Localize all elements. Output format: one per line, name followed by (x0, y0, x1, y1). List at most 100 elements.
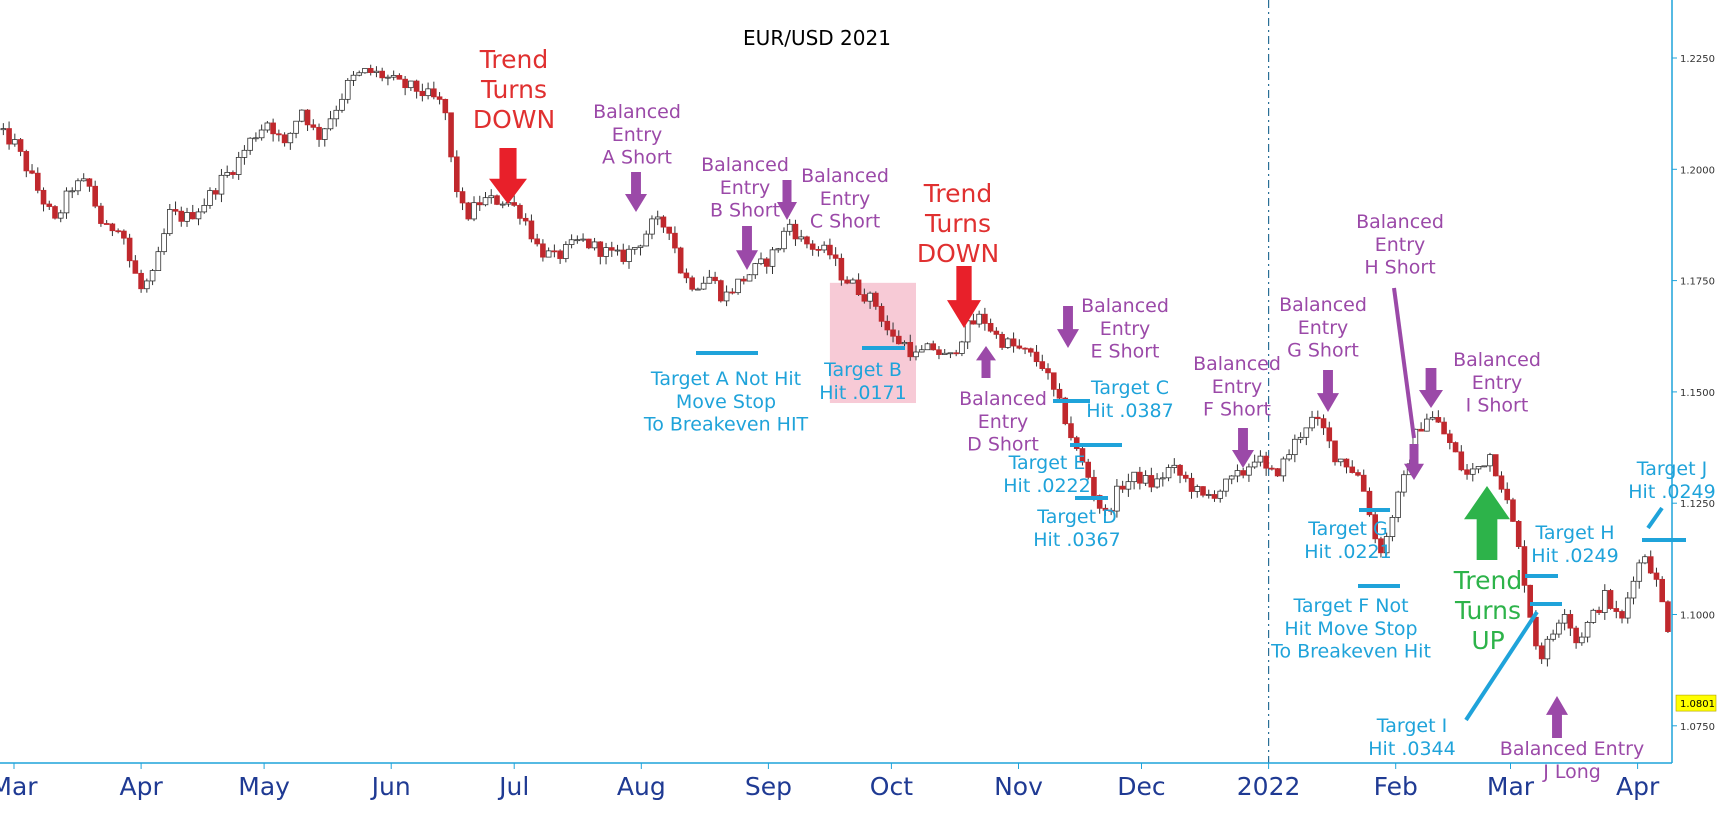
candle (482, 192, 489, 207)
candle-body-down (17, 139, 24, 152)
candle-body-down (1010, 338, 1017, 347)
candle (1108, 507, 1114, 516)
candle-body-up (1257, 455, 1264, 463)
candle (1418, 422, 1424, 432)
x-month-label: Feb (1374, 772, 1418, 801)
candle (1366, 487, 1373, 517)
candle-body-up (235, 157, 242, 175)
candle-body-up (144, 280, 150, 290)
candle (1228, 475, 1235, 485)
candle-body-down (1108, 509, 1114, 512)
candle (1028, 347, 1034, 357)
candle-body-up (63, 190, 70, 214)
candle-body-down (953, 352, 959, 355)
candle (413, 79, 420, 99)
candle (92, 180, 98, 209)
candle-body-up (1550, 633, 1556, 640)
candle (52, 205, 58, 220)
candle-body-up (75, 180, 81, 192)
candle-body-down (109, 223, 116, 232)
candle-body-down (1188, 477, 1195, 492)
candle (649, 215, 655, 240)
candle-body-down (878, 305, 885, 322)
candle-body-down (809, 243, 816, 250)
candle (953, 349, 959, 357)
candle (230, 170, 236, 179)
entry-c-arrow (777, 180, 797, 220)
candle (144, 278, 150, 293)
candle-body-up (201, 205, 208, 213)
candle-body-down (46, 203, 53, 207)
candle (936, 346, 942, 360)
candle-body-up (1303, 427, 1310, 438)
candle-body-down (1091, 476, 1097, 496)
candle (999, 331, 1005, 350)
candle (1257, 450, 1264, 467)
candle (425, 82, 431, 100)
candle-body-down (718, 280, 724, 302)
candle (459, 187, 466, 211)
candle (115, 228, 121, 234)
candle (1033, 345, 1040, 367)
candle (815, 246, 822, 257)
candle-body-down (1016, 345, 1023, 349)
candle (878, 303, 885, 328)
candle-body-up (941, 352, 948, 355)
candle-body-up (1624, 597, 1631, 619)
candle (166, 203, 173, 236)
x-month-label: Jun (370, 772, 411, 801)
candle-body-down (1613, 608, 1620, 612)
candle-body-up (1205, 494, 1212, 496)
candle-body-down (672, 232, 678, 249)
candle (161, 228, 167, 255)
candle (86, 178, 93, 192)
candle (913, 345, 919, 361)
candle-body-down (517, 204, 523, 219)
entry-f-arrow (1232, 428, 1254, 468)
x-month-label: Apr (1616, 772, 1660, 801)
candle (385, 74, 391, 86)
candle (258, 124, 265, 141)
candle (1188, 472, 1195, 499)
candle (75, 178, 81, 196)
candle (924, 342, 931, 351)
candle-body-down (1567, 614, 1574, 629)
candle-body-down (189, 212, 196, 220)
candle-body-down (534, 238, 540, 245)
candle (1659, 576, 1666, 603)
candle-body-down (1079, 448, 1086, 463)
candle (1401, 470, 1407, 497)
candle-body-down (442, 98, 449, 114)
candle (792, 219, 799, 246)
candle-body-down (804, 236, 810, 245)
candle-body-up (643, 233, 650, 247)
entry-e-arrow (1057, 306, 1079, 348)
entry-h-arrow (1404, 444, 1424, 480)
candle-body-up (574, 239, 581, 242)
candle-body-down (1137, 471, 1143, 484)
candle-body-up (385, 76, 391, 79)
candle (103, 220, 110, 225)
candle (172, 201, 179, 216)
candle (46, 200, 53, 210)
x-month-label: Nov (994, 772, 1043, 801)
trend-down-arrow-1 (489, 148, 527, 204)
candle-body-down (212, 190, 219, 195)
candle (1544, 636, 1551, 667)
candle (310, 119, 317, 131)
candle (695, 287, 701, 291)
candle-body-down (126, 237, 133, 262)
candle-body-down (40, 189, 47, 205)
candle-body-up (735, 278, 741, 294)
entry-d-arrow (976, 346, 996, 378)
candle-body-down (121, 230, 127, 239)
candle (155, 246, 162, 271)
candle (264, 121, 271, 133)
candle (1550, 629, 1556, 642)
candle-body-down (1538, 645, 1545, 660)
candle-body-down (1447, 433, 1453, 443)
candle-body-down (1056, 388, 1063, 399)
candle (1022, 347, 1028, 355)
candle (1068, 416, 1074, 441)
entry-b-label: Balanced Entry B Short (701, 154, 789, 222)
